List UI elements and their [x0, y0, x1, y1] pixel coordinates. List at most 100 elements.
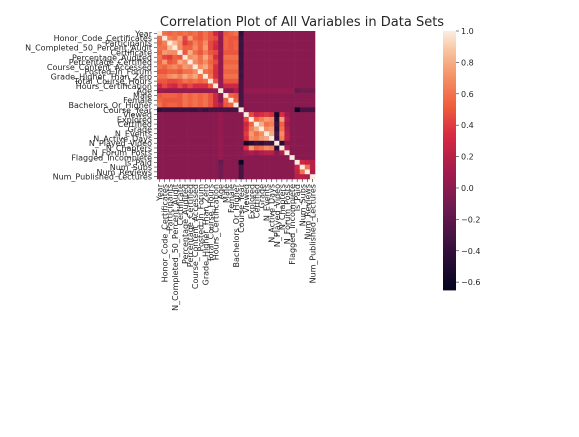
heatmap-cell [290, 50, 295, 55]
heatmap-cell [279, 103, 284, 108]
heatmap-cell [182, 131, 187, 136]
heatmap-cell [284, 155, 289, 160]
heatmap-cell [233, 155, 238, 160]
heatmap-cell [228, 146, 233, 151]
heatmap-cell [208, 98, 213, 103]
heatmap-cell [157, 88, 162, 93]
heatmap-cell [239, 64, 244, 69]
heatmap-cell [300, 31, 305, 36]
heatmap-cell [213, 36, 218, 41]
heatmap-cell [244, 36, 249, 41]
heatmap-cell [188, 103, 193, 108]
heatmap-cell [223, 98, 228, 103]
heatmap-cell [310, 88, 315, 93]
heatmap-cell [244, 174, 249, 179]
heatmap-cell [228, 31, 233, 36]
heatmap-cell [305, 107, 310, 112]
heatmap-cell [274, 79, 279, 84]
heatmap-cell [223, 112, 228, 117]
heatmap-cell [223, 50, 228, 55]
heatmap-cell [233, 69, 238, 74]
heatmap-cell [172, 141, 177, 146]
heatmap-cell [269, 155, 274, 160]
heatmap-cell [188, 98, 193, 103]
heatmap-cell [213, 93, 218, 98]
heatmap-cell [284, 146, 289, 151]
heatmap-cell [233, 79, 238, 84]
heatmap-cell [223, 146, 228, 151]
heatmap-cell [300, 74, 305, 79]
heatmap-cell [188, 136, 193, 141]
heatmap-cell [223, 174, 228, 179]
heatmap-cell [264, 169, 269, 174]
heatmap-cell [177, 45, 182, 50]
heatmap-cell [310, 107, 315, 112]
heatmap-cell [249, 45, 254, 50]
heatmap-cell [264, 131, 269, 136]
heatmap-cell [310, 55, 315, 60]
heatmap-cell [193, 174, 198, 179]
heatmap-cell [300, 88, 305, 93]
heatmap-cell [300, 146, 305, 151]
heatmap-cell [198, 174, 203, 179]
heatmap-cell [223, 103, 228, 108]
heatmap-cell [157, 45, 162, 50]
heatmap-cell [218, 36, 223, 41]
heatmap-cell [274, 169, 279, 174]
heatmap-cell [177, 64, 182, 69]
heatmap-cell [274, 165, 279, 170]
heatmap-cell [249, 150, 254, 155]
colorbar-tick-label: −0.4 [461, 247, 480, 256]
heatmap-cell [208, 69, 213, 74]
heatmap-cell [157, 126, 162, 131]
heatmap-cell [295, 107, 300, 112]
heatmap-cell [218, 165, 223, 170]
heatmap-cell [188, 64, 193, 69]
heatmap-cell [279, 36, 284, 41]
heatmap-cell [249, 41, 254, 46]
heatmap-cell [310, 165, 315, 170]
heatmap-cell [182, 55, 187, 60]
heatmap-cell [264, 55, 269, 60]
heatmap-cell [198, 155, 203, 160]
heatmap-cell [310, 41, 315, 46]
heatmap-cell [274, 84, 279, 89]
heatmap-cell [249, 126, 254, 131]
heatmap-cell [305, 64, 310, 69]
heatmap-cell [213, 41, 218, 46]
heatmap-cell [305, 74, 310, 79]
heatmap-cell [305, 169, 310, 174]
heatmap-cell [172, 150, 177, 155]
heatmap-cell [310, 150, 315, 155]
heatmap-cell [249, 117, 254, 122]
heatmap-cell [264, 103, 269, 108]
heatmap-cell [218, 69, 223, 74]
heatmap-cell [305, 150, 310, 155]
heatmap-cell [177, 117, 182, 122]
heatmap-cell [254, 31, 259, 36]
heatmap-cell [295, 55, 300, 60]
heatmap-cell [300, 79, 305, 84]
heatmap-cell [284, 117, 289, 122]
heatmap-cell [274, 107, 279, 112]
heatmap-cell [305, 93, 310, 98]
heatmap-cell [284, 60, 289, 65]
heatmap-cell [208, 45, 213, 50]
heatmap-cell [295, 60, 300, 65]
heatmap-cell [310, 103, 315, 108]
heatmap-cell [162, 141, 167, 146]
heatmap-cell [233, 45, 238, 50]
heatmap-cell [279, 50, 284, 55]
heatmap-cell [259, 112, 264, 117]
heatmap-cell [295, 93, 300, 98]
heatmap-cell [193, 112, 198, 117]
heatmap-cell [228, 60, 233, 65]
heatmap-cell [269, 126, 274, 131]
heatmap-cell [249, 169, 254, 174]
heatmap-cell [167, 131, 172, 136]
heatmap-cell [279, 155, 284, 160]
heatmap-cell [203, 141, 208, 146]
heatmap-cell [274, 103, 279, 108]
heatmap-cell [244, 64, 249, 69]
heatmap-cell [157, 146, 162, 151]
